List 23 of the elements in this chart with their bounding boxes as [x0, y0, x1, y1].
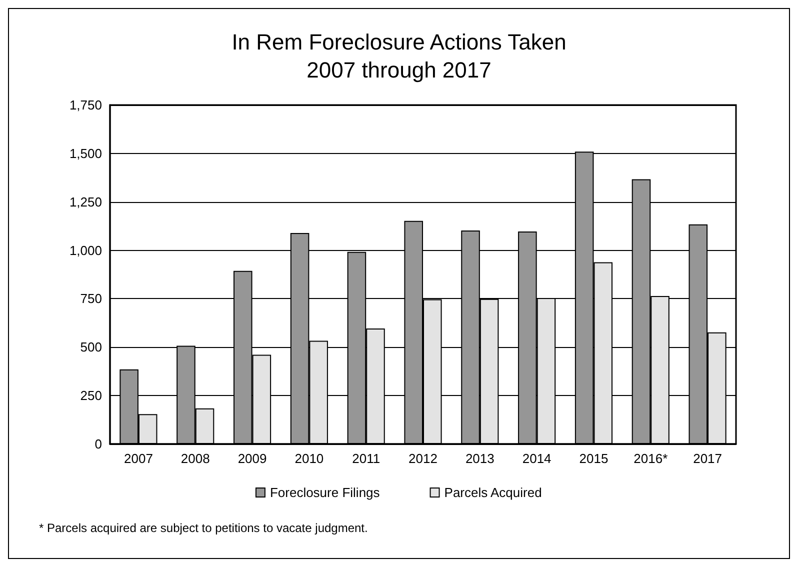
x-tick-label: 2013: [465, 451, 494, 466]
y-tick-label: 0: [94, 436, 102, 452]
x-tick-label: 2014: [522, 451, 552, 466]
y-tick-label: 750: [80, 291, 102, 306]
x-tick-label: 2012: [408, 451, 438, 466]
legend-label: Parcels Acquired: [444, 485, 542, 500]
x-tick-label: 2017: [693, 451, 722, 466]
legend-label: Foreclosure Filings: [270, 485, 380, 500]
y-tick-label: 1,000: [69, 242, 102, 258]
x-tick-label: 2009: [238, 451, 267, 466]
y-tick-label: 1,750: [69, 98, 102, 112]
y-tick-label: 250: [80, 388, 102, 404]
text: * Parcels acquired are subject to petitions to vacate judgment.: [39, 521, 368, 535]
y-tick-label: 500: [80, 340, 102, 355]
chart-title: In Rem Foreclosure Actions Taken 2007 through 2017: [232, 30, 566, 82]
y-tick-label: 1,500: [69, 146, 102, 161]
x-tick-label: 2010: [294, 451, 324, 466]
x-tick-label: 2011: [352, 451, 380, 466]
y-tick-label: 1,250: [69, 194, 102, 210]
x-tick-label: 2007: [124, 451, 153, 466]
x-tick-label: 2016*: [634, 451, 668, 466]
x-tick-label: 2015: [579, 451, 608, 466]
x-tick-label: 2008: [180, 451, 210, 466]
